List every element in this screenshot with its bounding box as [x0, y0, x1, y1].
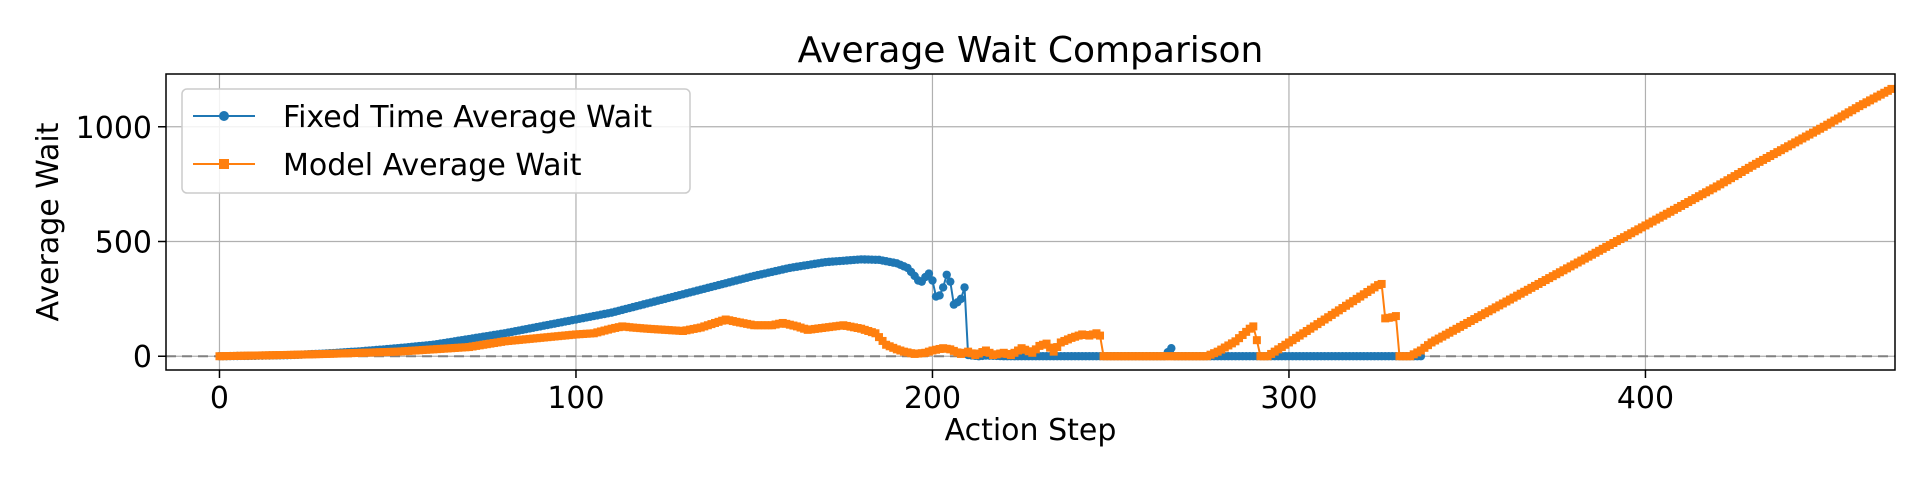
data-point — [935, 291, 944, 300]
y-tick-label: 0 — [133, 340, 152, 375]
chart-title: Average Wait Comparison — [798, 30, 1264, 71]
data-point — [960, 283, 969, 292]
data-point — [1391, 312, 1400, 321]
legend-box — [181, 88, 691, 194]
data-point — [956, 294, 966, 304]
x-tick-label: 300 — [1260, 381, 1317, 416]
x-tick-label: 0 — [210, 381, 229, 416]
data-point — [1096, 331, 1105, 340]
data-point — [924, 269, 934, 278]
data-point — [1042, 339, 1051, 348]
legend-label: Fixed Time Average Wait — [283, 100, 652, 135]
x-tick-label: 100 — [547, 381, 604, 416]
x-axis-label: Action Step — [945, 413, 1117, 448]
legend-entry: Model Average Wait — [193, 148, 582, 183]
data-point — [1252, 336, 1261, 345]
data-point — [1053, 343, 1062, 352]
y-axis-label: Average Wait — [31, 122, 66, 321]
data-point — [928, 276, 937, 285]
legend-marker — [219, 111, 229, 121]
legend: Fixed Time Average Wait Model Average Wai… — [181, 88, 691, 194]
data-point — [1049, 347, 1058, 356]
plot-frame — [165, 73, 1896, 371]
x-tick-label: 200 — [904, 381, 961, 416]
y-tick-label: 500 — [95, 226, 152, 261]
data-point — [942, 270, 951, 279]
data-point — [938, 283, 948, 292]
data-point — [946, 277, 955, 286]
data-point — [1167, 344, 1176, 353]
ticks: 0 100 200 300 400 0 500 1000 — [76, 111, 1674, 416]
series-2 — [215, 84, 1896, 361]
legend-entry: Fixed Time Average Wait — [193, 100, 652, 135]
legend-marker — [219, 159, 229, 169]
legend-label: Model Average Wait — [283, 148, 582, 183]
data-point — [1887, 84, 1896, 93]
data-point — [1046, 343, 1055, 352]
y-tick-label: 1000 — [76, 111, 152, 146]
data-point — [1377, 279, 1386, 288]
series-layer — [215, 84, 1896, 361]
data-point — [1249, 322, 1258, 331]
x-tick-label: 400 — [1617, 381, 1674, 416]
